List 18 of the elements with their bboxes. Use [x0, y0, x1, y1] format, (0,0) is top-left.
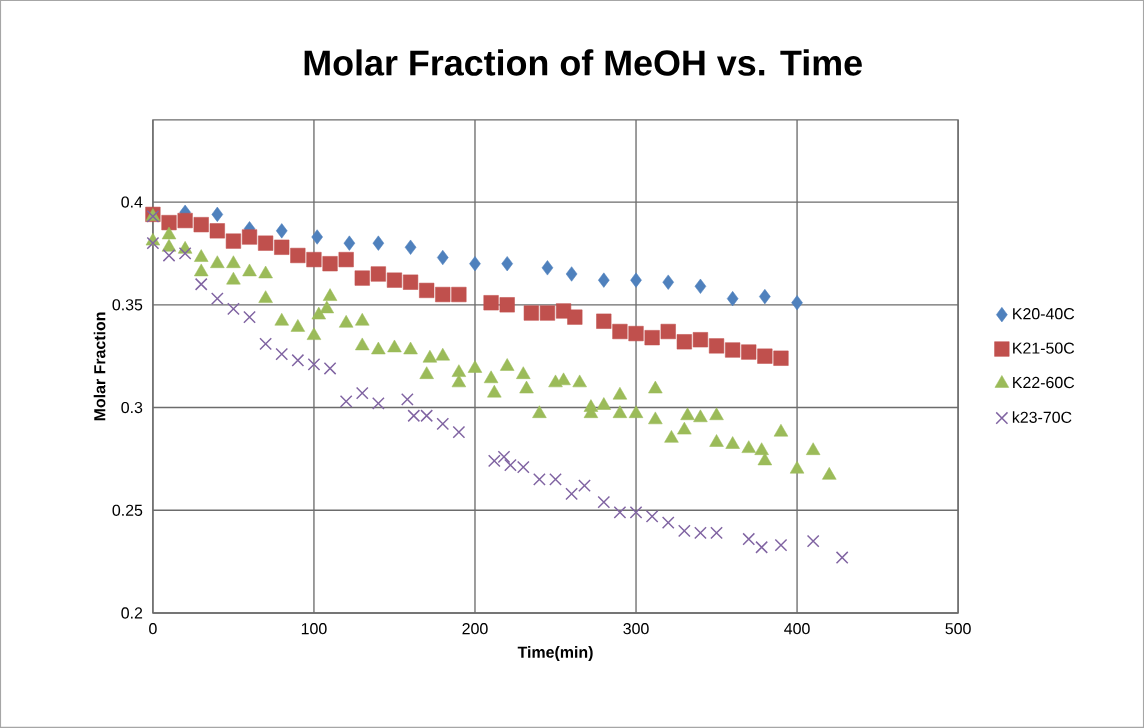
x-tick-label: 100	[301, 623, 327, 635]
y-tick-label: 0.3	[121, 401, 143, 414]
x-tick-label: 400	[784, 623, 810, 635]
legend-label: K22-60C	[1013, 376, 1075, 389]
y-tick-label: 0.25	[112, 504, 143, 516]
x-tick-label: 0	[149, 623, 157, 635]
legend-label: K20-40C	[1013, 308, 1075, 320]
y-tick-label: 0.35	[112, 299, 143, 311]
legend-label: K21-50C	[1013, 342, 1075, 354]
x-tick-label: 500	[945, 623, 971, 635]
y-tick-label: 0.4	[121, 196, 143, 208]
y-axis-title: Molar Fraction	[93, 312, 106, 421]
legend-label: k23-70C	[1012, 411, 1072, 423]
x-axis-title: Time(min)	[517, 646, 593, 661]
chart-title: Molar Fraction of MeOH vs. Time	[304, 49, 862, 76]
x-tick-label: 200	[462, 623, 488, 635]
x-tick-label: 300	[623, 623, 649, 635]
y-tick-label: 0.2	[121, 607, 143, 619]
